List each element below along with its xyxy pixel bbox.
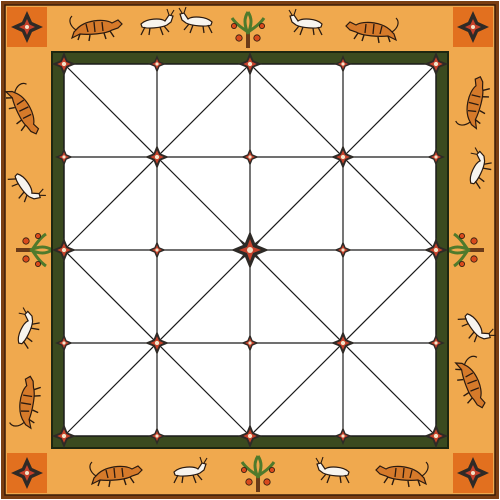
center-star-icon bbox=[231, 231, 269, 269]
board-point-r3-c3[interactable] bbox=[231, 231, 269, 269]
corner-ornament-top-left bbox=[7, 7, 47, 47]
corner-ornament-bottom-left bbox=[7, 453, 47, 493]
corner-ornament-bottom-right bbox=[453, 453, 493, 493]
corner-ornament-top-right bbox=[453, 7, 493, 47]
